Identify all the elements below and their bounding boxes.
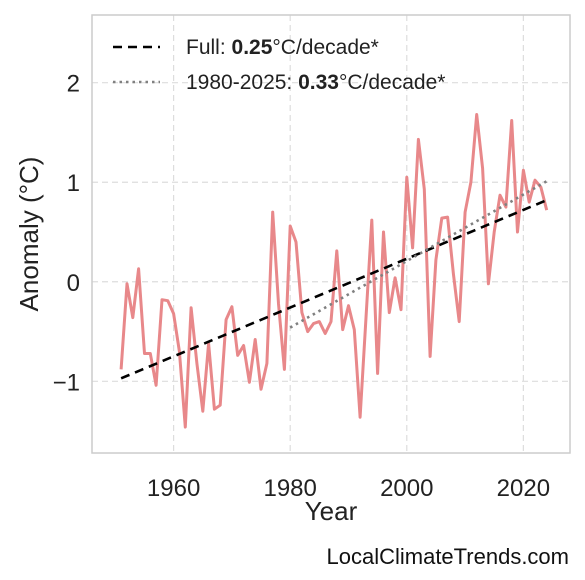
anomaly-series-line	[119, 113, 549, 429]
tick-labels: 1960 1980 2000 2020 −1 0 1 2	[53, 71, 550, 502]
full-trend-line	[120, 198, 548, 380]
y-axis-label: Anomaly (°C)	[14, 157, 44, 312]
y-tick-label: 2	[67, 71, 80, 98]
trend-layer	[120, 180, 548, 380]
legend: Full: 0.25°C/decade* 1980-2025: 0.33°C/de…	[113, 36, 445, 94]
watermark-text: LocalClimateTrends.com	[326, 544, 570, 569]
grid	[92, 15, 570, 453]
x-tick-label: 1960	[147, 475, 200, 502]
x-tick-label: 2020	[497, 475, 550, 502]
legend-entry: Full: 0.25°C/decade*	[186, 36, 379, 59]
x-axis-label: Year	[305, 496, 358, 526]
x-tick-label: 1980	[263, 475, 316, 502]
x-tick-label: 2000	[380, 475, 433, 502]
legend-entry: 1980-2025: 0.33°C/decade*	[186, 71, 445, 94]
y-tick-label: −1	[53, 369, 80, 396]
y-tick-label: 1	[67, 170, 80, 197]
plot-frame	[91, 14, 571, 454]
y-tick-label: 0	[67, 270, 80, 297]
series-layer	[119, 113, 549, 429]
